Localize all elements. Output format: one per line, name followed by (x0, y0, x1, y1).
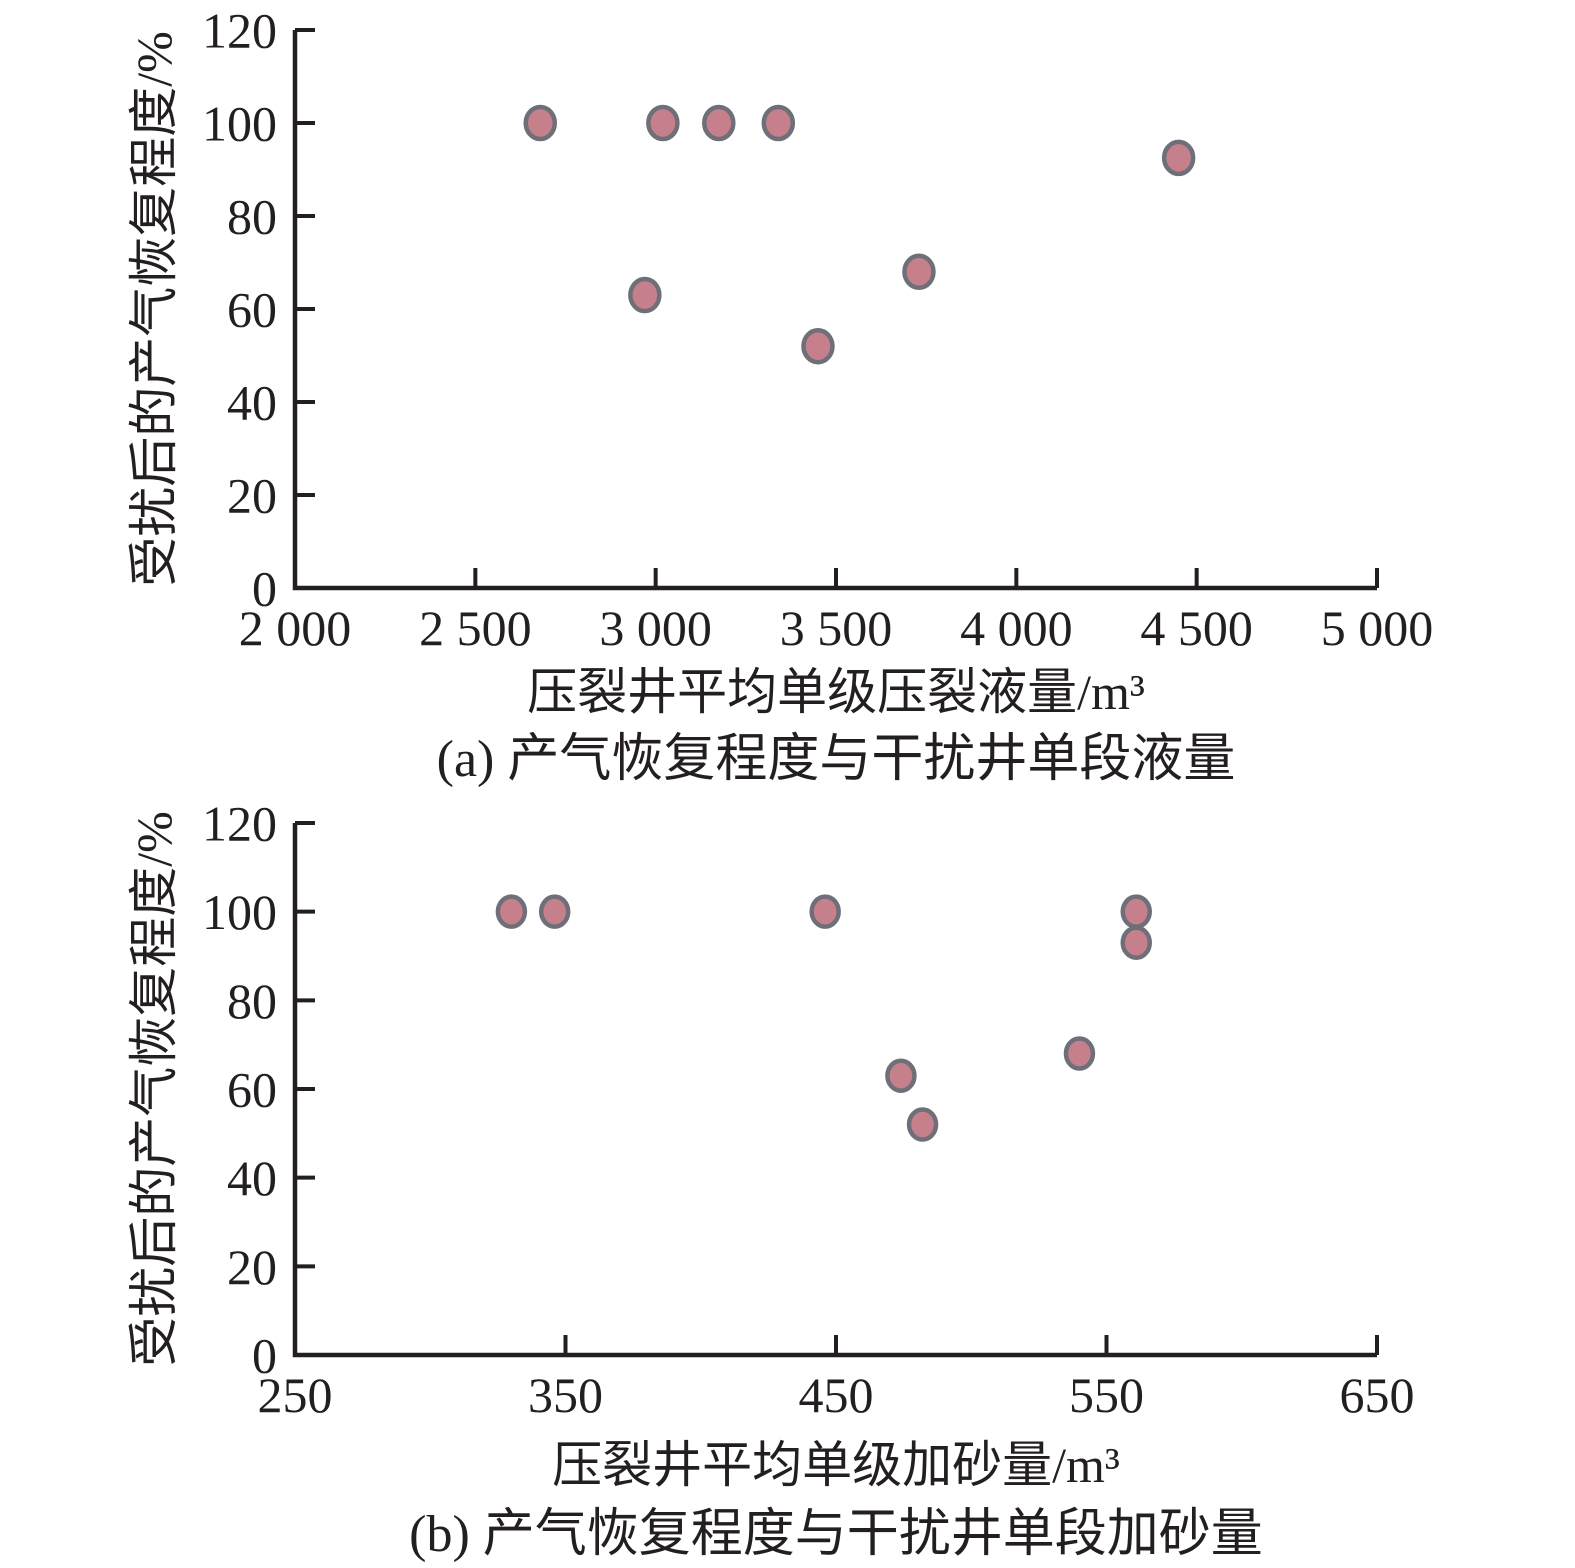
data-point (906, 1107, 939, 1142)
x-tick-label-b: 350 (528, 1367, 603, 1423)
chart-caption-b: (b) 产气恢复程度与干扰井单段加砂量 (409, 1506, 1263, 1563)
y-tick-label-b: 0 (252, 1328, 277, 1384)
data-point (761, 104, 796, 142)
x-tick-label-a: 4 500 (1140, 600, 1253, 656)
y-tick-label-b: 60 (227, 1062, 277, 1118)
x-tick-label-a: 2 500 (419, 600, 532, 656)
chart-caption-a: (a) 产气恢复程度与干扰井单段液量 (436, 731, 1236, 788)
chart-b: 受扰后的产气恢复程度/% 0 20 40 60 80 100 120 250 350 450 550… (0, 790, 1575, 1568)
x-axis-title-b: 压裂井平均单级加砂量/m³ (552, 1437, 1120, 1493)
data-point (809, 894, 841, 929)
x-tick-label-a: 3 500 (780, 600, 893, 656)
plot-area-b: 0 20 40 60 80 100 120 250 350 450 550 650 (202, 796, 1415, 1424)
y-tick-label-a: 100 (202, 96, 277, 152)
y-tick-label-a: 60 (227, 282, 277, 338)
data-point (1120, 925, 1153, 960)
data-point (1063, 1036, 1096, 1071)
data-point (902, 253, 936, 291)
y-tick-label-a: 120 (202, 3, 277, 59)
x-tick-label-b: 550 (1069, 1367, 1144, 1423)
x-tick-label-a: 2 000 (239, 600, 352, 656)
data-point (801, 327, 835, 365)
x-tick-label-a: 3 000 (599, 600, 712, 656)
data-point (646, 104, 680, 142)
x-tick-label-b: 450 (799, 1367, 874, 1423)
data-point (523, 104, 558, 142)
x-tick-label-b: 650 (1340, 1367, 1415, 1423)
y-tick-label-b: 80 (227, 973, 277, 1029)
plot-area-a: 0 20 40 60 80 100 120 2 000 2 500 3 000 3 500 4 000… (202, 3, 1434, 657)
x-axis-title-a: 压裂井平均单级压裂液量/m³ (527, 664, 1145, 720)
y-tick-label-a: 80 (227, 189, 277, 245)
y-tick-label-a: 40 (227, 375, 277, 431)
data-point (885, 1058, 917, 1093)
y-tick-label-b: 40 (227, 1150, 277, 1206)
data-point (495, 894, 528, 929)
data-point (1161, 139, 1196, 177)
chart-a: 受扰后的产气恢复程度/% 0 20 40 60 80 100 120 2 000 2 500 3 … (126, 3, 1434, 789)
data-point (538, 894, 571, 929)
data-point (702, 104, 736, 142)
axis-spine-a (292, 30, 1377, 591)
y-tick-label-b: 20 (227, 1239, 277, 1295)
x-tick-label-a: 5 000 (1321, 600, 1434, 656)
y-tick-label-b: 120 (202, 796, 277, 852)
y-tick-label-a: 0 (252, 561, 277, 617)
data-point (628, 276, 662, 314)
data-point (1120, 894, 1153, 929)
y-tick-label-b: 100 (202, 884, 277, 940)
x-tick-label-a: 4 000 (960, 600, 1073, 656)
y-tick-label-a: 20 (227, 468, 277, 524)
x-tick-label-b: 250 (258, 1367, 333, 1423)
